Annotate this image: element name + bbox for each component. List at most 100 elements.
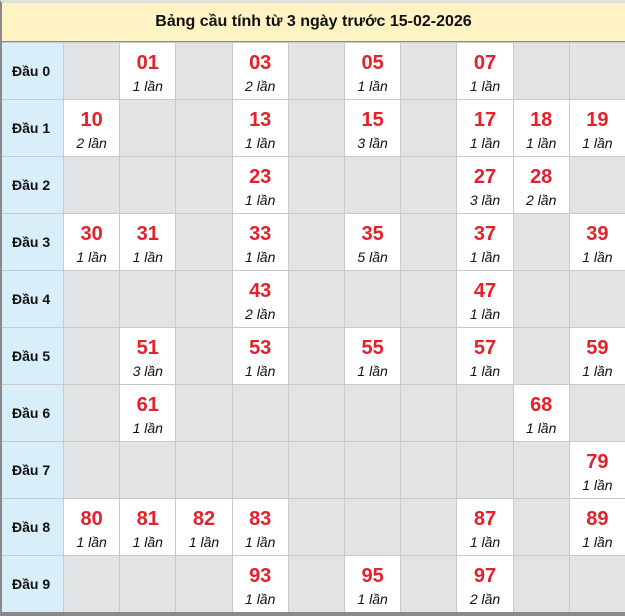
row-label: Đầu 6	[2, 385, 63, 441]
lotto-number: 59	[586, 337, 609, 359]
empty-cell	[288, 214, 344, 270]
lotto-number: 87	[473, 508, 497, 530]
empty-cell	[401, 385, 457, 441]
empty-cell	[569, 556, 625, 612]
empty-cell	[345, 271, 401, 327]
table-title: Bảng cầu tính từ 3 ngày trước 15-02-2026	[2, 3, 625, 42]
number-cell: 31 1 lần	[120, 214, 176, 270]
number-cell: 95 1 lần	[345, 556, 401, 612]
number-cell: 55 1 lần	[345, 328, 401, 384]
lotto-number: 95	[361, 565, 384, 587]
occurrence-count: 1 lần	[132, 78, 163, 94]
occurrence-count: 1 lần	[245, 363, 276, 379]
lotto-number: 43	[249, 280, 272, 302]
row-label: Đầu 5	[2, 328, 63, 384]
empty-cell	[232, 385, 288, 441]
lotto-number: 27	[473, 166, 497, 188]
number-cell: 18 1 lần	[513, 100, 569, 156]
row-label: Đầu 7	[2, 442, 63, 498]
table-grid: Đầu 0 01 1 lần 03 2 lần 05 1 lần 07 1 lần Đầu 1 10…	[2, 42, 625, 612]
number-cell: 13 1 lần	[232, 100, 288, 156]
number-cell: 80 1 lần	[64, 499, 120, 555]
number-cell: 27 3 lần	[457, 157, 513, 213]
lotto-number: 55	[361, 337, 384, 359]
occurrence-count: 1 lần	[357, 591, 388, 607]
empty-cell	[176, 328, 232, 384]
occurrence-count: 1 lần	[76, 534, 107, 550]
empty-cell	[401, 328, 457, 384]
empty-cell	[120, 442, 176, 498]
lotto-number: 28	[530, 166, 553, 188]
lotto-number: 23	[249, 166, 272, 188]
lotto-number: 39	[586, 223, 609, 245]
empty-cell	[513, 271, 569, 327]
lotto-number: 37	[473, 223, 497, 245]
row-label: Đầu 8	[2, 499, 63, 555]
empty-cell	[288, 43, 344, 99]
occurrence-count: 1 lần	[76, 249, 107, 265]
occurrence-count: 1 lần	[245, 192, 276, 208]
occurrence-count: 1 lần	[526, 135, 557, 151]
empty-cell	[176, 214, 232, 270]
occurrence-count: 1 lần	[582, 249, 613, 265]
number-cell: 68 1 lần	[513, 385, 569, 441]
occurrence-count: 1 lần	[132, 249, 163, 265]
occurrence-count: 1 lần	[357, 363, 388, 379]
number-cell: 28 2 lần	[513, 157, 569, 213]
lotto-number: 82	[192, 508, 216, 530]
empty-cell	[176, 385, 232, 441]
empty-cell	[401, 499, 457, 555]
number-cell: 82 1 lần	[176, 499, 232, 555]
number-cell: 35 5 lần	[345, 214, 401, 270]
empty-cell	[288, 157, 344, 213]
lotto-number: 07	[473, 52, 497, 74]
empty-cell	[64, 385, 120, 441]
empty-cell	[345, 442, 401, 498]
number-cell: 51 3 lần	[120, 328, 176, 384]
empty-cell	[176, 43, 232, 99]
empty-cell	[288, 385, 344, 441]
lotto-number: 05	[361, 52, 384, 74]
empty-cell	[64, 328, 120, 384]
empty-cell	[513, 556, 569, 612]
empty-cell	[345, 157, 401, 213]
row-label: Đầu 2	[2, 157, 63, 213]
lotto-number: 18	[530, 109, 553, 131]
empty-cell	[513, 43, 569, 99]
number-cell: 07 1 lần	[457, 43, 513, 99]
occurrence-count: 5 lần	[357, 249, 388, 265]
empty-cell	[288, 442, 344, 498]
empty-cell	[457, 442, 513, 498]
occurrence-count: 1 lần	[582, 363, 613, 379]
empty-cell	[288, 328, 344, 384]
lotto-number: 30	[80, 223, 103, 245]
number-cell: 05 1 lần	[345, 43, 401, 99]
lotto-number: 15	[361, 109, 384, 131]
row-label: Đầu 0	[2, 43, 63, 99]
lotto-number: 68	[530, 394, 553, 416]
number-cell: 33 1 lần	[232, 214, 288, 270]
empty-cell	[288, 100, 344, 156]
lotto-number: 53	[249, 337, 272, 359]
number-cell: 39 1 lần	[569, 214, 625, 270]
occurrence-count: 1 lần	[582, 135, 613, 151]
empty-cell	[569, 43, 625, 99]
lotto-number: 17	[473, 109, 497, 131]
lotto-number: 33	[249, 223, 272, 245]
number-cell: 79 1 lần	[569, 442, 625, 498]
occurrence-count: 1 lần	[469, 78, 501, 94]
lotto-number: 51	[136, 337, 159, 359]
number-cell: 57 1 lần	[457, 328, 513, 384]
occurrence-count: 2 lần	[526, 192, 557, 208]
lotto-number: 89	[586, 508, 609, 530]
empty-cell	[401, 157, 457, 213]
lotto-number: 03	[249, 52, 272, 74]
empty-cell	[345, 499, 401, 555]
empty-cell	[401, 442, 457, 498]
lotto-number: 83	[249, 508, 272, 530]
empty-cell	[64, 43, 120, 99]
lotto-number: 61	[136, 394, 159, 416]
occurrence-count: 3 lần	[469, 192, 501, 208]
occurrence-count: 1 lần	[469, 534, 501, 550]
empty-cell	[513, 328, 569, 384]
